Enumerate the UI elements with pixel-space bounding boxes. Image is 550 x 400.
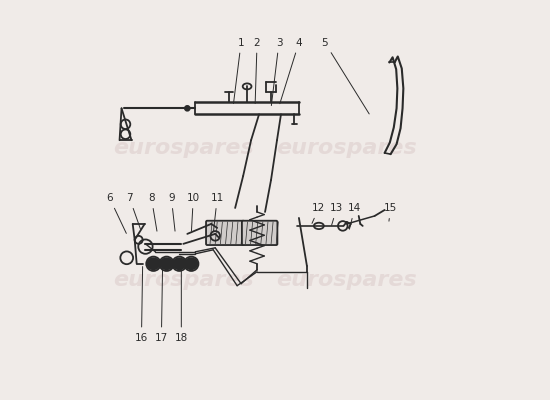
Text: 11: 11 — [211, 193, 224, 231]
Text: 1: 1 — [234, 38, 244, 104]
Text: 7: 7 — [126, 193, 141, 229]
Text: 12: 12 — [312, 203, 326, 223]
FancyBboxPatch shape — [206, 221, 244, 245]
Ellipse shape — [185, 258, 197, 269]
Ellipse shape — [147, 258, 160, 269]
Text: 18: 18 — [175, 268, 188, 342]
Text: 13: 13 — [330, 203, 343, 225]
Ellipse shape — [173, 258, 185, 269]
Text: 4: 4 — [280, 38, 302, 104]
Text: 3: 3 — [271, 38, 282, 106]
Text: 15: 15 — [384, 203, 397, 221]
Text: 6: 6 — [106, 193, 126, 233]
Text: 8: 8 — [148, 193, 157, 231]
Text: 17: 17 — [155, 268, 168, 342]
Text: 14: 14 — [348, 203, 361, 229]
Circle shape — [185, 106, 190, 111]
Ellipse shape — [161, 258, 173, 269]
Text: eurospares: eurospares — [113, 138, 254, 158]
Text: eurospares: eurospares — [276, 138, 417, 158]
Text: 10: 10 — [186, 193, 200, 231]
Text: 5: 5 — [322, 38, 369, 114]
Text: 16: 16 — [135, 266, 148, 342]
FancyBboxPatch shape — [242, 221, 277, 245]
Text: 9: 9 — [168, 193, 175, 231]
Text: eurospares: eurospares — [276, 270, 417, 290]
Text: 2: 2 — [254, 38, 260, 104]
Text: eurospares: eurospares — [113, 270, 254, 290]
